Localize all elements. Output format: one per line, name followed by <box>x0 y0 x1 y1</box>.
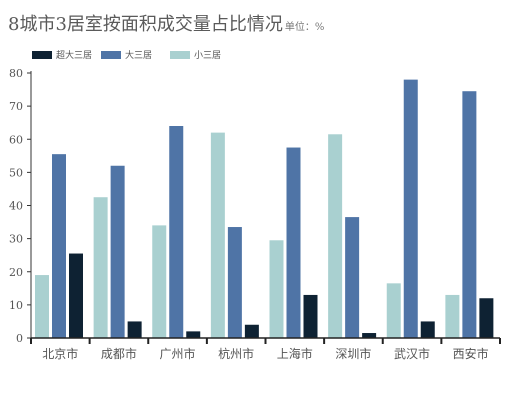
legend-swatch <box>170 50 190 59</box>
chart-title-text: 8城市3居室按面积成交量占比情况 <box>8 14 283 35</box>
y-tick-label: 60 <box>9 133 23 146</box>
bar <box>169 126 184 338</box>
bar <box>186 331 201 338</box>
legend-swatch <box>101 50 121 59</box>
bar <box>69 253 83 338</box>
bar <box>286 147 301 338</box>
x-tick-label: 广州市 <box>160 346 196 361</box>
unit-note: 单位：% <box>284 22 325 33</box>
x-tick-label: 西安市 <box>453 346 489 361</box>
bar <box>227 227 242 338</box>
bar <box>328 134 343 338</box>
bar <box>362 333 377 338</box>
bar <box>35 275 49 338</box>
legend-item: 小三居 <box>170 48 239 61</box>
bar <box>420 321 435 338</box>
legend-label: 大三居 <box>125 51 153 61</box>
y-tick-label: 50 <box>9 166 23 179</box>
bar <box>152 225 167 338</box>
x-tick-label: 杭州市 <box>218 346 254 361</box>
y-tick-label: 30 <box>9 233 23 246</box>
bar <box>127 321 142 338</box>
bar <box>462 91 477 338</box>
bar <box>386 283 401 338</box>
legend-label: 超大三居 <box>56 51 93 61</box>
x-tick-label: 北京市 <box>42 346 78 361</box>
bar <box>403 79 418 338</box>
y-tick-label: 20 <box>9 266 23 279</box>
x-tick-label: 成都市 <box>101 346 137 361</box>
y-tick-label: 40 <box>9 200 23 213</box>
x-tick-label: 武汉市 <box>394 346 430 361</box>
y-tick-label: 0 <box>16 332 23 345</box>
legend-item: 超大三居 <box>32 48 101 61</box>
y-tick-label: 10 <box>9 299 23 312</box>
bar <box>52 154 66 338</box>
legend-swatch <box>32 50 52 59</box>
bar <box>445 294 460 338</box>
x-tick-label: 深圳市 <box>335 346 371 361</box>
y-tick-label: 80 <box>9 67 23 80</box>
y-tick-label: 70 <box>9 100 23 113</box>
bar <box>303 294 318 338</box>
bar <box>93 197 108 338</box>
legend-label: 小三居 <box>194 51 222 61</box>
bar <box>110 165 125 338</box>
legend: 超大三居 大三居 小三居 <box>32 48 239 61</box>
x-tick-label: 上海市 <box>277 346 313 361</box>
bar <box>244 324 259 338</box>
bar <box>345 217 360 338</box>
bar <box>269 240 284 338</box>
chart-title: 8城市3居室按面积成交量占比情况 单位：% <box>8 10 324 36</box>
bar <box>210 132 225 338</box>
bar <box>479 298 494 338</box>
legend-item: 大三居 <box>101 48 170 61</box>
